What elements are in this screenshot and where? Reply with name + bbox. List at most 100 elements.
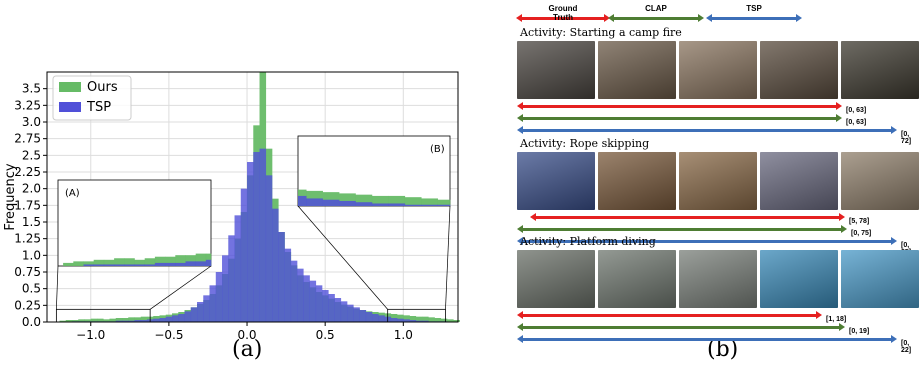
arrow-head-left — [517, 335, 523, 343]
legend-swatch-ours — [59, 82, 81, 92]
y-tick-label: 2.5 — [22, 148, 41, 162]
histogram-bar-tsp — [315, 285, 323, 322]
x-tick-label: −1.0 — [76, 328, 105, 340]
inset-bar-ours — [371, 195, 389, 206]
y-tick-label: 0.0 — [22, 315, 41, 329]
inset-bar-ours — [195, 253, 207, 266]
inset-bar-tsp — [339, 200, 356, 206]
range-label: [0, 72] — [901, 131, 912, 145]
histogram-bar-tsp — [297, 268, 304, 322]
frame-shading — [679, 41, 757, 99]
histogram-bar-tsp — [159, 318, 167, 322]
histogram-bar-tsp — [228, 235, 235, 322]
legend-arrow-clap — [608, 14, 704, 22]
inset-bar-ours — [63, 262, 74, 266]
histogram-bar-ours — [397, 314, 404, 322]
inset-bar-tsp — [103, 264, 115, 266]
arrow-head-right — [839, 213, 845, 221]
inset-bar-tsp — [205, 259, 212, 266]
arrow-head-right — [891, 126, 897, 134]
histogram-bar-ours — [72, 320, 79, 322]
inset-bar-tsp — [322, 199, 340, 206]
arrow-head-right — [839, 323, 845, 331]
y-tick-label: 1.0 — [22, 248, 41, 262]
histogram-bar-ours — [128, 317, 135, 322]
inset-label: (B) — [430, 144, 445, 155]
legend-arrow-ground-truth — [516, 14, 610, 22]
histogram-bar-tsp — [240, 188, 248, 322]
histogram-bar-ours — [434, 318, 442, 322]
y-tick-label: 1.75 — [14, 198, 41, 212]
frame-shading — [760, 250, 838, 308]
inset-bar-ours — [93, 259, 105, 266]
legend-text-ground-truth: Ground Truth — [548, 4, 578, 22]
legend-text-clap: CLAP — [645, 4, 667, 13]
histogram-bar-tsp — [303, 275, 310, 322]
histogram-bar-tsp — [234, 215, 242, 322]
histogram-bar-tsp — [197, 302, 204, 322]
histogram-bar-ours — [453, 320, 460, 322]
inset-bar-tsp — [124, 264, 135, 266]
arrow-head-right — [836, 102, 842, 110]
y-tick-label: 0.5 — [22, 282, 41, 296]
histogram-bar-tsp — [372, 314, 379, 322]
y-tick-label: 2.25 — [14, 165, 41, 179]
histogram-bar-tsp — [422, 320, 429, 322]
range-arrow-tsp — [517, 126, 897, 134]
range-arrow-ground-truth — [517, 102, 842, 110]
y-tick-label: 2.75 — [14, 132, 41, 146]
histogram-bar-ours — [90, 318, 98, 322]
histogram-bar-ours — [59, 320, 67, 322]
arrow-shaft — [711, 17, 797, 20]
arrow-head-right — [836, 114, 842, 122]
histogram-bar-tsp — [259, 148, 267, 322]
video-activity-panel: Ground Truth CLAP TSP Activity: Starting a … — [512, 0, 919, 354]
video-frame — [841, 250, 919, 308]
video-frame — [841, 152, 919, 210]
inset-bar-ours — [175, 255, 186, 266]
legend-label-tsp: TSP — [86, 100, 111, 115]
inset-bar-ours — [144, 258, 156, 266]
arrow-shaft — [522, 338, 892, 341]
arrow-shaft — [522, 129, 892, 132]
video-frame — [598, 250, 676, 308]
inset-bar-tsp — [437, 204, 451, 206]
range-arrow-clap — [517, 323, 845, 331]
y-tick-label: 1.5 — [22, 215, 41, 229]
inset-bar-ours — [83, 261, 94, 266]
inset-bar-tsp — [298, 195, 307, 206]
histogram-bar-tsp — [390, 318, 398, 322]
histogram-bar-tsp — [284, 248, 292, 322]
frame-shading — [679, 152, 757, 210]
arrow-head-left — [608, 14, 614, 22]
histogram-bar-tsp — [203, 295, 210, 322]
histogram-bar-ours — [415, 316, 423, 322]
inset-bar-tsp — [175, 262, 186, 266]
arrow-head-right — [604, 14, 610, 22]
frame-shading — [841, 41, 919, 99]
video-frame — [760, 41, 838, 99]
histogram-bar-tsp — [253, 152, 260, 322]
range-arrow-clap — [517, 225, 847, 233]
histogram-bar-tsp — [365, 312, 373, 322]
inset-bar-ours — [388, 195, 406, 206]
histogram-bar-tsp — [178, 314, 185, 322]
histogram-bar-ours — [78, 319, 85, 322]
inset-bar-tsp — [154, 262, 166, 266]
inset-connector — [149, 265, 212, 310]
frame-shading — [760, 41, 838, 99]
frame-shading — [679, 250, 757, 308]
video-frame — [841, 41, 919, 99]
legend-swatch-tsp — [59, 102, 81, 112]
range-arrow-ground-truth — [517, 311, 822, 319]
histogram-bar-tsp — [397, 318, 404, 322]
histogram-bar-tsp — [128, 320, 135, 322]
video-frame — [760, 152, 838, 210]
range-label: [0, 63] — [846, 119, 867, 126]
inset-connector — [445, 205, 451, 310]
range-label: [0, 75] — [851, 230, 872, 237]
y-tick-label: 0.75 — [14, 265, 41, 279]
histogram-bar-tsp — [378, 315, 385, 322]
histogram-bar-tsp — [334, 298, 342, 322]
y-tick-label: 3.5 — [22, 82, 41, 96]
